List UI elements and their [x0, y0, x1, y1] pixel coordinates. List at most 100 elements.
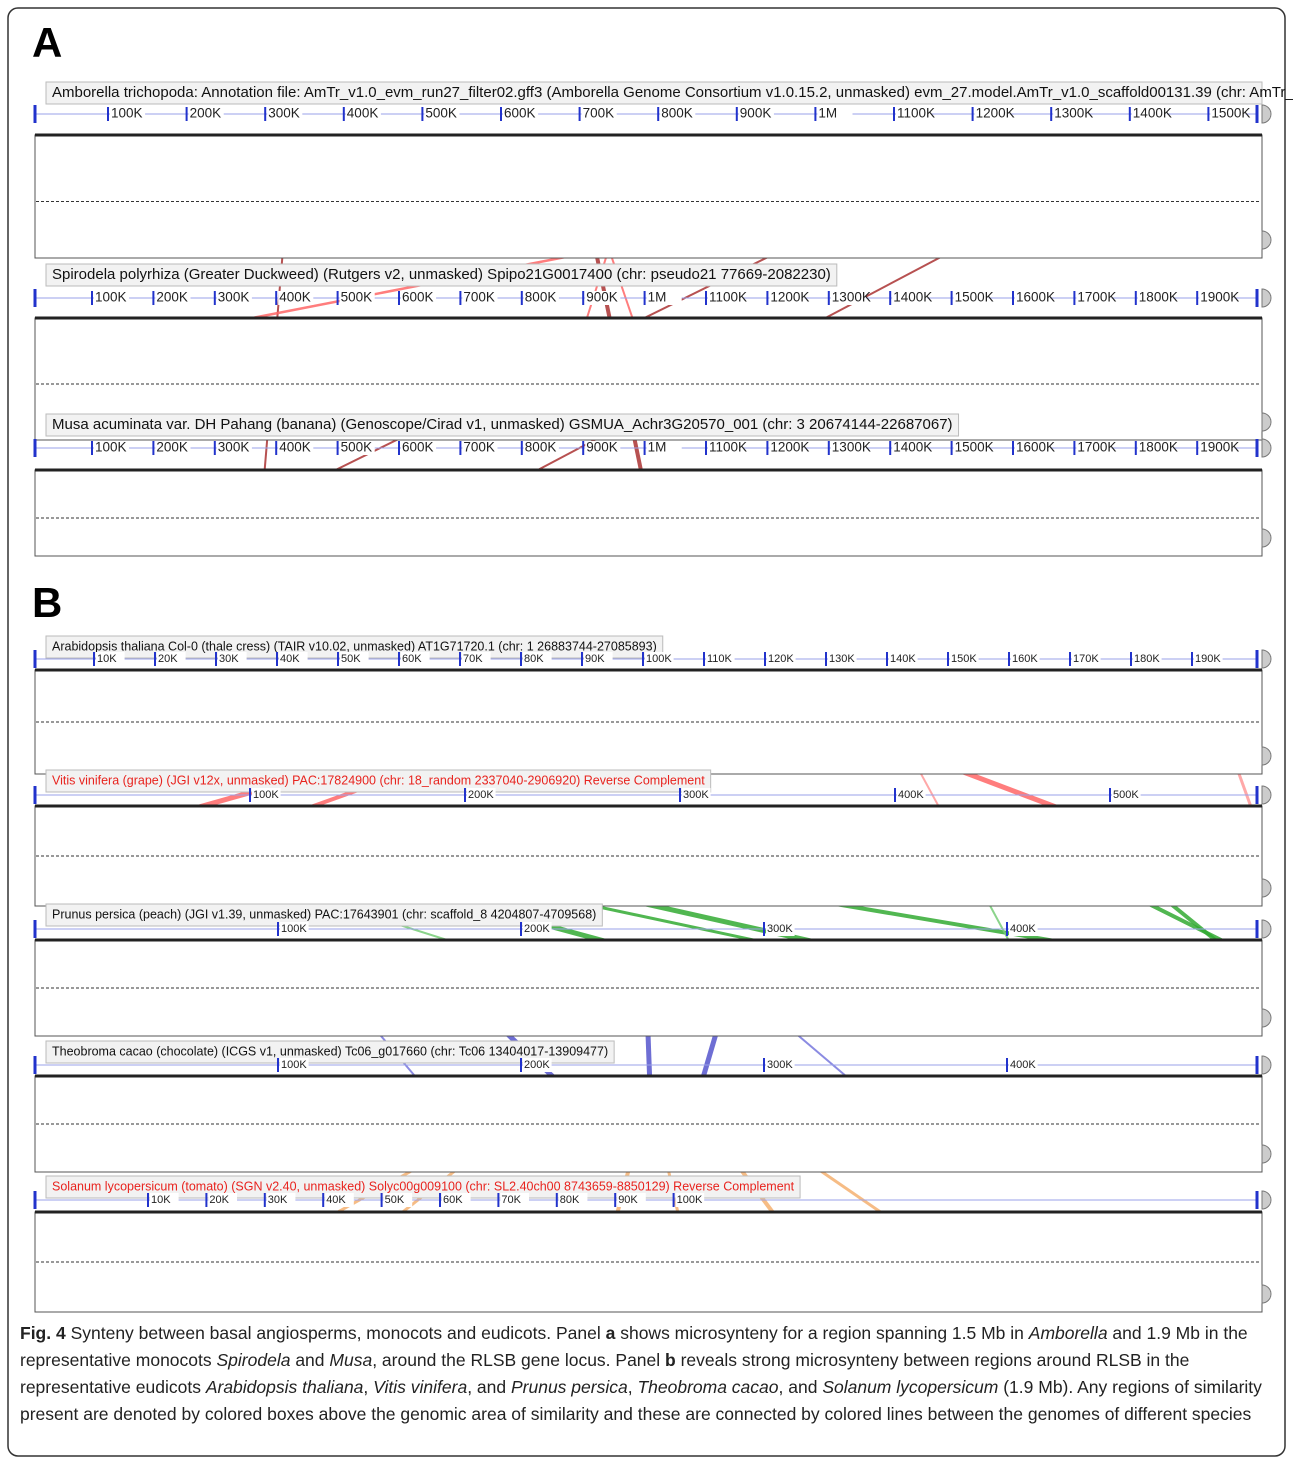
tick-label: 900K — [740, 106, 772, 121]
figure-caption: Fig. 4 Synteny between basal angiosperms… — [20, 1320, 1270, 1428]
tick-label: 180K — [1134, 653, 1160, 665]
tick-label: 140K — [890, 653, 916, 665]
tick-label: 1800K — [1139, 440, 1178, 455]
caption-text: b — [665, 1350, 676, 1370]
tick-label: 80K — [560, 1194, 580, 1206]
tick-label: 1600K — [1016, 440, 1055, 455]
caption-text: Spirodela — [217, 1350, 291, 1370]
scroll-handle — [1262, 920, 1271, 938]
tick-label: 300K — [268, 106, 300, 121]
tick-label: 700K — [583, 106, 615, 121]
tick-label: 400K — [279, 440, 311, 455]
tick-label: 100K — [253, 789, 279, 801]
tick-label: 1600K — [1016, 290, 1055, 305]
track-title: Arabidopsis thaliana Col-0 (thale cress)… — [52, 639, 657, 653]
tick-label: 400K — [898, 789, 924, 801]
tick-label: 900K — [586, 440, 618, 455]
tick-label: 1200K — [770, 440, 809, 455]
tick-label: 1500K — [955, 290, 994, 305]
scroll-handle — [1262, 1285, 1271, 1303]
tick-label: 40K — [326, 1194, 346, 1206]
caption-text: Solanum lycopersicum — [822, 1377, 998, 1397]
scroll-handle — [1262, 1056, 1271, 1074]
tick-label: 150K — [951, 653, 977, 665]
caption-text: Amborella — [1029, 1323, 1108, 1343]
tick-label: 1800K — [1139, 290, 1178, 305]
tick-label: 300K — [767, 1059, 793, 1071]
track-title: Spirodela polyrhiza (Greater Duckweed) (… — [52, 266, 831, 283]
tick-label: 100K — [281, 1059, 307, 1071]
tick-label: 70K — [463, 653, 483, 665]
tick-label: 1400K — [893, 440, 932, 455]
tick-label: 60K — [443, 1194, 463, 1206]
tick-label: 200K — [524, 1059, 550, 1071]
tick-label: 80K — [524, 653, 544, 665]
tick-label: 100K — [677, 1194, 703, 1206]
track-box — [35, 135, 1262, 258]
tick-label: 120K — [768, 653, 794, 665]
scroll-handle — [1262, 650, 1271, 668]
tick-label: 190K — [1195, 653, 1221, 665]
caption-text: Synteny between basal angiosperms, monoc… — [66, 1323, 606, 1343]
tick-label: 110K — [707, 653, 733, 665]
scroll-handle — [1262, 747, 1271, 765]
tick-label: 1M — [648, 440, 667, 455]
caption-text: Vitis vinifera — [373, 1377, 467, 1397]
scroll-handle — [1262, 439, 1271, 457]
tick-label: 500K — [1113, 789, 1139, 801]
tick-label: 100K — [111, 106, 143, 121]
tick-label: 700K — [463, 290, 495, 305]
panel-label: A — [32, 19, 62, 66]
tick-label: 1300K — [1054, 106, 1093, 121]
tick-label: 300K — [218, 290, 250, 305]
tick-label: 700K — [463, 440, 495, 455]
tick-label: 400K — [1010, 1059, 1036, 1071]
caption-text: Prunus persica — [511, 1377, 628, 1397]
tick-label: 90K — [585, 653, 605, 665]
tick-label: 900K — [586, 290, 618, 305]
track-title: Solanum lycopersicum (tomato) (SGN v2.40… — [52, 1179, 795, 1193]
tick-label: 20K — [158, 653, 178, 665]
tick-label: 1300K — [832, 290, 871, 305]
tick-label: 1100K — [709, 440, 747, 455]
tick-label: 1700K — [1077, 290, 1116, 305]
tick-label: 1200K — [770, 290, 809, 305]
tick-label: 1100K — [709, 290, 747, 305]
tick-label: 400K — [1010, 923, 1036, 935]
tick-label: 400K — [279, 290, 311, 305]
scroll-handle — [1262, 879, 1271, 897]
tick-label: 800K — [661, 106, 693, 121]
track-title: Vitis vinifera (grape) (JGI v12x, unmask… — [52, 773, 705, 787]
panel-label: B — [32, 579, 62, 626]
tick-label: 100K — [281, 923, 307, 935]
tick-label: 100K — [95, 290, 127, 305]
tick-label: 50K — [385, 1194, 405, 1206]
tick-label: 160K — [1012, 653, 1038, 665]
tick-label: 1100K — [897, 106, 935, 121]
tick-label: 1300K — [832, 440, 871, 455]
tick-label: 600K — [402, 440, 434, 455]
tick-label: 10K — [151, 1194, 171, 1206]
scroll-handle — [1262, 1009, 1271, 1027]
caption-text: Theobroma cacao — [637, 1377, 778, 1397]
tick-label: 500K — [425, 106, 457, 121]
track-title: Musa acuminata var. DH Pahang (banana) (… — [52, 416, 953, 433]
tick-label: 100K — [646, 653, 672, 665]
scroll-handle — [1262, 289, 1271, 307]
figure: A B Amborella trichopoda: Annotation fil… — [0, 0, 1293, 1464]
caption-text: , and — [779, 1377, 823, 1397]
tick-label: 1M — [648, 290, 667, 305]
tick-label: 400K — [347, 106, 379, 121]
scroll-handle — [1262, 529, 1271, 547]
tick-label: 200K — [468, 789, 494, 801]
tick-label: 1700K — [1077, 440, 1116, 455]
tick-label: 40K — [280, 653, 300, 665]
tick-label: 50K — [341, 653, 361, 665]
tick-label: 800K — [525, 290, 557, 305]
tick-label: 1900K — [1200, 290, 1239, 305]
scroll-handle — [1262, 105, 1271, 123]
tick-label: 30K — [219, 653, 239, 665]
tick-label: 10K — [97, 653, 117, 665]
caption-text: , and — [467, 1377, 511, 1397]
caption-text: a — [606, 1323, 616, 1343]
